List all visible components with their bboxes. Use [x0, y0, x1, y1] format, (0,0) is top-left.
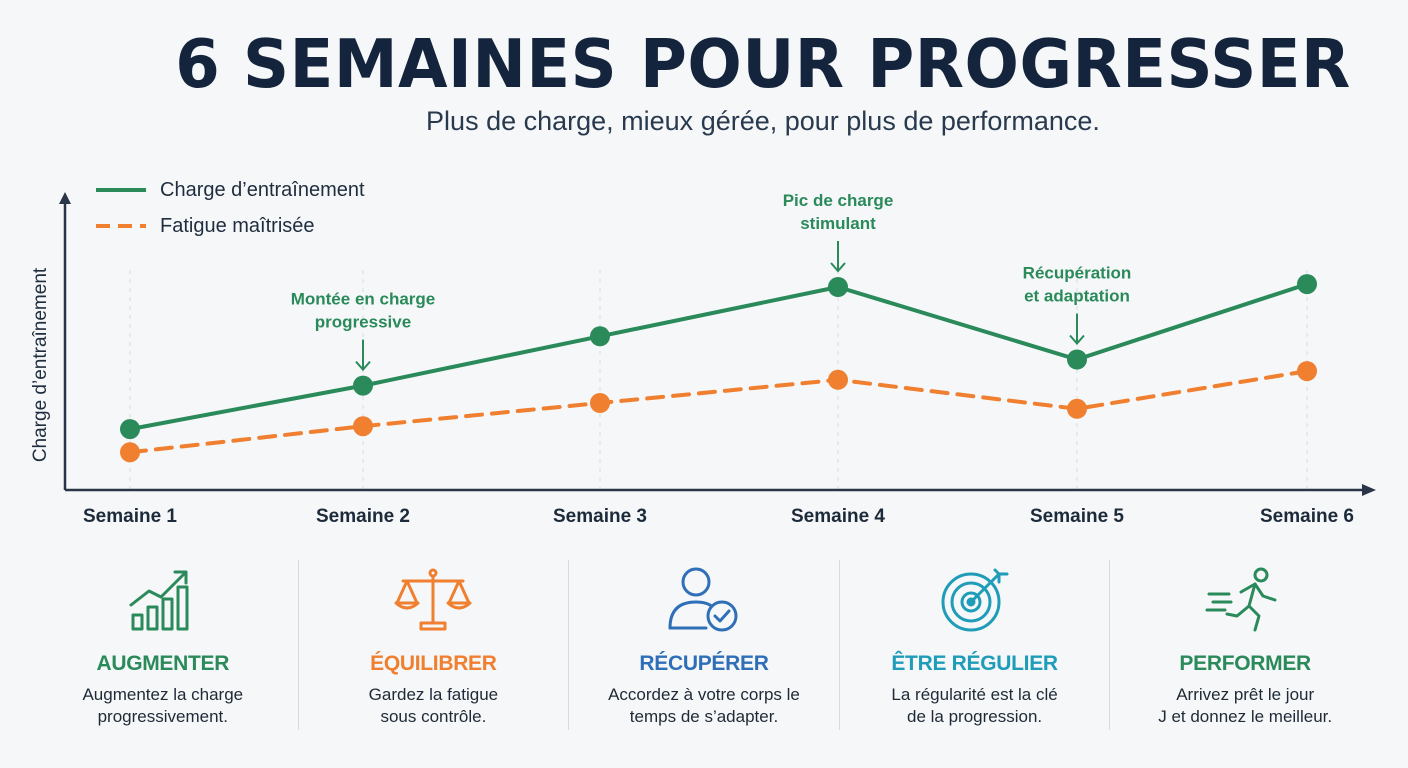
target-icon — [840, 562, 1110, 638]
growth-chart-icon — [28, 562, 298, 638]
y-axis-arrow — [59, 192, 71, 204]
data-point-charge — [353, 375, 373, 396]
runner-icon — [1110, 562, 1380, 638]
feature-performer: PERFORMER Arrivez prêt le jour J et donn… — [1110, 560, 1380, 730]
x-tick-label: Semaine 5 — [1030, 506, 1124, 527]
data-point-charge — [1297, 274, 1317, 295]
annotation-arrowhead — [1069, 334, 1085, 346]
page-title: 6 SEMAINES POUR PROGRESSER — [175, 26, 1351, 104]
feature-title: PERFORMER — [1179, 652, 1311, 675]
data-point-fatigue — [828, 369, 848, 390]
feature-desc: Accordez à votre corps le temps de s’ada… — [608, 685, 800, 726]
annotation-arrowhead — [355, 360, 371, 372]
x-tick-label: Semaine 4 — [791, 506, 885, 527]
legend-item-fatigue: Fatigue maîtrisée — [96, 208, 365, 244]
chart-legend: Charge d’entraînement Fatigue maîtrisée — [96, 172, 365, 244]
series-line-fatigue — [128, 369, 1309, 455]
feature-recuperer: RÉCUPÉRER Accordez à votre corps le temp… — [569, 560, 840, 730]
legend-dashed-line-icon — [96, 224, 146, 228]
feature-desc: La régularité est la clé de la progressi… — [891, 685, 1058, 726]
annotation-label: Montée en charge — [291, 290, 436, 309]
data-point-fatigue — [1067, 398, 1087, 419]
annotation-label: et adaptation — [1024, 287, 1130, 306]
data-point-charge — [120, 419, 140, 440]
legend-label-fatigue: Fatigue maîtrisée — [160, 214, 315, 237]
legend-label-charge: Charge d’entraînement — [160, 178, 365, 201]
balance-scale-icon — [299, 562, 569, 638]
data-point-fatigue — [353, 416, 373, 437]
legend-item-charge: Charge d’entraînement — [96, 172, 365, 208]
x-tick-label: Semaine 1 — [83, 506, 177, 527]
feature-title: ÊTRE RÉGULIER — [891, 652, 1058, 675]
data-point-charge — [828, 277, 848, 297]
x-tick-label: Semaine 6 — [1260, 506, 1354, 527]
data-point-fatigue — [1297, 361, 1317, 382]
annotation-label: Pic de charge — [783, 191, 894, 210]
x-tick-label: Semaine 2 — [316, 506, 410, 527]
feature-desc: Gardez la fatigue sous contrôle. — [368, 685, 499, 726]
feature-augmenter: AUGMENTER Augmentez la charge progressiv… — [28, 560, 299, 730]
feature-desc: Arrivez prêt le jour J et donnez le meil… — [1158, 685, 1333, 726]
feature-desc: Augmentez la charge progressivement. — [82, 685, 244, 726]
data-point-charge — [590, 326, 610, 347]
feature-etre-regulier: ÊTRE RÉGULIER La régularité est la clé d… — [840, 560, 1111, 730]
series-line-charge — [128, 282, 1309, 432]
data-point-charge — [1067, 349, 1087, 370]
x-tick-label: Semaine 3 — [553, 506, 647, 527]
legend-solid-line-icon — [96, 188, 146, 192]
line-chart: Charge d’entraînement Semaine 1 Semaine 2 S… — [30, 191, 1376, 527]
feature-equilibrer: ÉQUILIBRER Gardez la fatigue sous contrô… — [299, 560, 570, 730]
feature-title: AUGMENTER — [96, 652, 230, 675]
annotation-label: Récupération — [1023, 264, 1132, 283]
y-axis-label: Charge d’entraînement — [30, 267, 51, 462]
feature-row: AUGMENTER Augmentez la charge progressiv… — [28, 560, 1380, 730]
user-check-icon — [569, 562, 839, 638]
page-subtitle: Plus de charge, mieux gérée, pour plus d… — [426, 106, 1100, 136]
data-point-fatigue — [120, 442, 140, 463]
annotation-label: stimulant — [800, 214, 876, 233]
annotation-arrowhead — [830, 262, 846, 273]
data-point-fatigue — [590, 393, 610, 413]
annotation-label: progressive — [315, 313, 411, 332]
x-axis-arrow — [1362, 484, 1376, 496]
feature-title: RÉCUPÉRER — [639, 652, 769, 675]
feature-title: ÉQUILIBRER — [370, 652, 497, 675]
